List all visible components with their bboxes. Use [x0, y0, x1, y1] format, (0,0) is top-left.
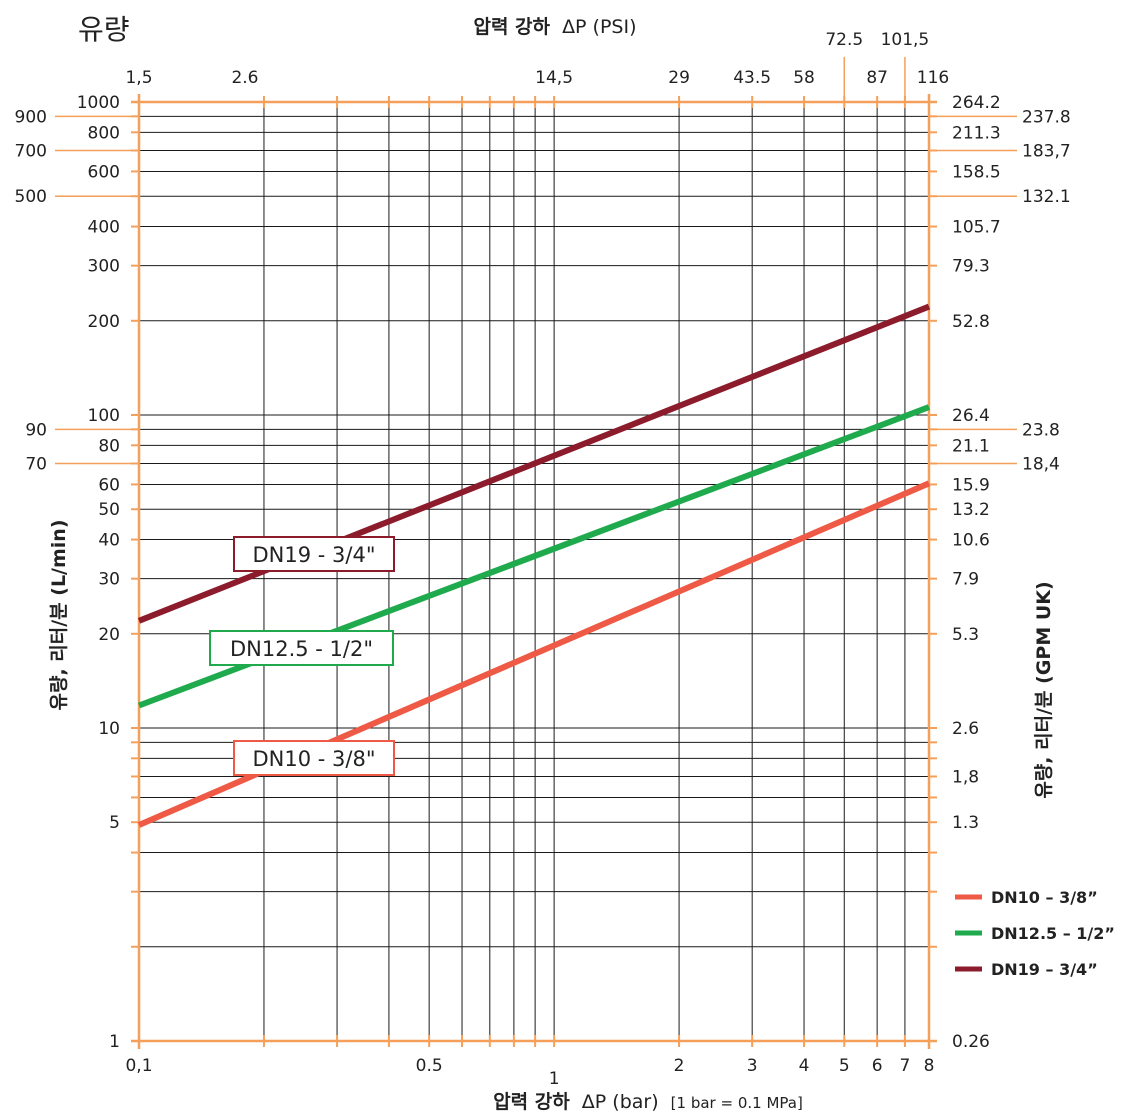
- x-tick-label: 0.5: [416, 1056, 443, 1076]
- grid-lines: [138, 101, 930, 1042]
- y-tick-label: 500: [15, 187, 47, 207]
- y-tick-label: 100: [88, 406, 120, 426]
- callout-label-0: DN10 - 3/8": [253, 747, 376, 771]
- x2-tick-label: 58: [793, 68, 815, 88]
- legend-label-1: DN12.5 – 1/2”: [991, 924, 1115, 943]
- legend-label-0: DN10 – 3/8”: [991, 888, 1098, 907]
- y2-tick-label: 1,8: [952, 767, 979, 787]
- y2-tick-label: 23.8: [1022, 420, 1060, 440]
- y2-tick-label: 0.26: [952, 1032, 990, 1052]
- x-axis-title-bold: 압력 강하: [493, 1091, 570, 1113]
- x2-tick-label: 2.6: [231, 68, 258, 88]
- x2-axis-title-rest: ΔP (PSI): [562, 16, 636, 38]
- y2-tick-label: 26.4: [952, 406, 990, 426]
- x2-tick-label: 43.5: [733, 68, 771, 88]
- y-tick-label: 50: [98, 500, 120, 520]
- x2-tick-label: 101,5: [881, 30, 930, 50]
- x2-tick-label: 1,5: [125, 68, 152, 88]
- x-tick-label: 5: [839, 1056, 850, 1076]
- y2-axis-title: 유량, 리터/분 (GPM UK): [1033, 581, 1055, 798]
- y-tick-label: 60: [98, 475, 120, 495]
- x2-tick-label: 87: [866, 68, 888, 88]
- y2-tick-label: 237.8: [1022, 107, 1071, 127]
- x-axis-title-note: [1 bar = 0.1 MPa]: [671, 1094, 803, 1112]
- x-tick-label: 6: [872, 1056, 883, 1076]
- axes: [55, 57, 1017, 1049]
- callout-box-1: [209, 630, 394, 666]
- x2-tick-label: 72.5: [825, 30, 863, 50]
- x2-axis-title-bold: 압력 강하: [473, 16, 550, 38]
- x2-tick-label: 14,5: [535, 68, 573, 88]
- y-tick-label: 1: [109, 1032, 120, 1052]
- y-tick-label: 20: [98, 625, 120, 645]
- y2-tick-label: 264.2: [952, 93, 1001, 113]
- page-title: 유량: [78, 13, 130, 46]
- callout-box-0: [233, 740, 395, 776]
- x-axis-title: 압력 강하 ΔP (bar) [1 bar = 0.1 MPa]: [493, 1091, 803, 1113]
- y-tick-label: 70: [25, 454, 47, 474]
- y2-tick-label: 105.7: [952, 218, 1001, 238]
- y-tick-label: 700: [15, 141, 47, 161]
- y-tick-label: 400: [88, 218, 120, 238]
- y2-tick-label: 15.9: [952, 475, 990, 495]
- y2-tick-label: 21.1: [952, 436, 990, 456]
- x2-tick-label: 116: [917, 68, 949, 88]
- x-tick-label: 3: [747, 1056, 758, 1076]
- y-axis-title: 유량, 리터/분 (L/min): [48, 519, 70, 710]
- callout-label-2: DN19 - 3/4": [253, 543, 376, 567]
- y-tick-label: 1000: [77, 93, 120, 113]
- y2-tick-label: 18,4: [1022, 454, 1060, 474]
- callout-label-1: DN12.5 - 1/2": [230, 637, 373, 661]
- y2-tick-label: 79.3: [952, 257, 990, 277]
- x2-tick-label: 29: [668, 68, 690, 88]
- legend-label-2: DN19 – 3/4”: [991, 960, 1098, 979]
- y-tick-label: 5: [109, 813, 120, 833]
- x2-axis-title: 압력 강하 ΔP (PSI): [473, 16, 636, 38]
- y-tick-label: 40: [98, 531, 120, 551]
- y2-tick-label: 158.5: [952, 162, 1001, 182]
- y-tick-label: 200: [88, 312, 120, 332]
- y-tick-label: 80: [98, 436, 120, 456]
- y2-tick-label: 132.1: [1022, 187, 1071, 207]
- x-tick-label: 1: [549, 1069, 560, 1089]
- legend: DN10 – 3/8” DN12.5 – 1/2” DN19 – 3/4”: [955, 888, 1115, 979]
- y-tick-label: 900: [15, 107, 47, 127]
- y2-tick-label: 7.9: [952, 570, 979, 590]
- y2-tick-label: 211.3: [952, 123, 1001, 143]
- y2-tick-label: 52.8: [952, 312, 990, 332]
- x-tick-label: 7: [900, 1056, 911, 1076]
- x-tick-label: 2: [674, 1056, 685, 1076]
- y2-tick-label: 13.2: [952, 500, 990, 520]
- tick-labels: 0,1 0.5 1 2 3 4 5 6 7 8 1,5 2.6 14,5 29 43.5 58 87 116 72.…: [15, 30, 1071, 1089]
- y2-tick-label: 1.3: [952, 813, 979, 833]
- y-tick-label: 90: [25, 420, 47, 440]
- x-tick-label: 8: [924, 1056, 935, 1076]
- y-tick-label: 10: [98, 719, 120, 739]
- y2-tick-label: 183,7: [1022, 141, 1071, 161]
- y-tick-label: 800: [88, 123, 120, 143]
- x-axis-title-rest: ΔP (bar): [582, 1091, 659, 1113]
- y-tick-label: 300: [88, 257, 120, 277]
- y2-tick-label: 5.3: [952, 625, 979, 645]
- series-callouts: DN10 - 3/8" DN12.5 - 1/2" DN19 - 3/4": [209, 536, 395, 776]
- y-tick-label: 30: [98, 570, 120, 590]
- y-tick-label: 600: [88, 162, 120, 182]
- callout-box-2: [233, 536, 395, 572]
- x-tick-label: 0,1: [125, 1056, 152, 1076]
- y2-tick-label: 10.6: [952, 531, 990, 551]
- y2-tick-label: 2.6: [952, 719, 979, 739]
- x-tick-label: 4: [799, 1056, 810, 1076]
